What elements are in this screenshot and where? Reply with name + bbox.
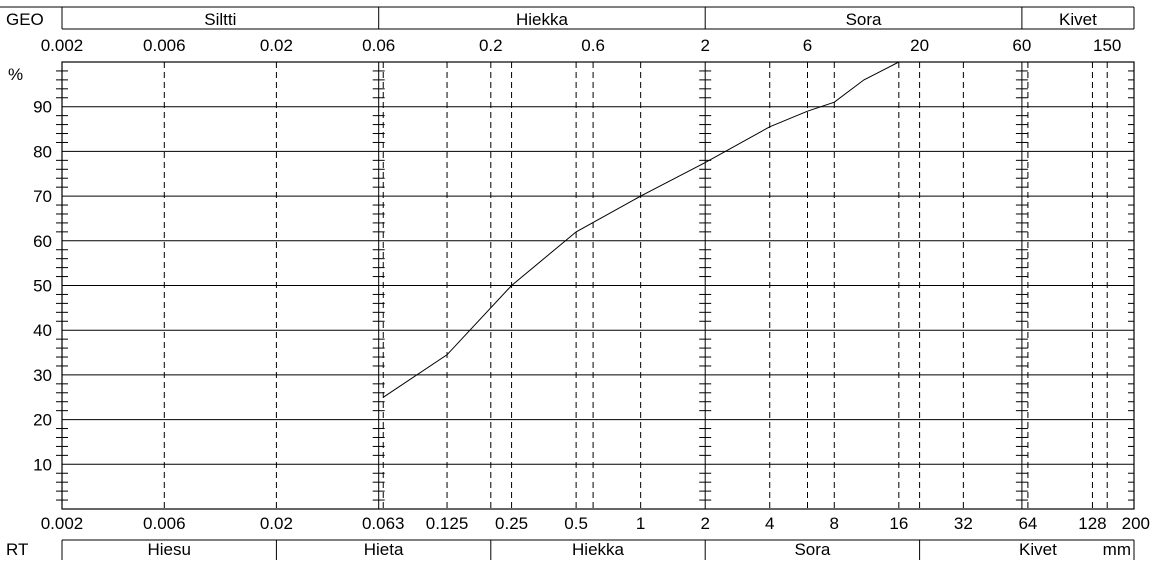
bottom-tick-label: 64 xyxy=(1018,514,1037,533)
y-axis-label: % xyxy=(8,65,23,84)
top-class-label: Hiekka xyxy=(516,10,569,29)
x-unit-label: mm xyxy=(1103,540,1131,559)
y-tick-label: 10 xyxy=(33,455,52,474)
bottom-tick-label: 8 xyxy=(830,514,839,533)
bottom-tick-label: 0.02 xyxy=(260,514,293,533)
bottom-tick-label: 0.002 xyxy=(41,514,84,533)
bottom-tick-label: 0.125 xyxy=(426,514,469,533)
y-tick-label: 60 xyxy=(33,232,52,251)
top-tick-label: 60 xyxy=(1012,36,1031,55)
top-tick-label: 20 xyxy=(910,36,929,55)
bottom-class-label: Sora xyxy=(794,540,830,559)
top-axis-label: GEO xyxy=(6,10,44,29)
top-class-label: Sora xyxy=(846,10,882,29)
bottom-tick-label: 4 xyxy=(765,514,774,533)
top-tick-label: 0.002 xyxy=(41,36,84,55)
top-class-label: Kivet xyxy=(1059,10,1097,29)
y-tick-label: 70 xyxy=(33,187,52,206)
top-tick-label: 150 xyxy=(1093,36,1121,55)
bottom-tick-label: 200 xyxy=(1122,514,1150,533)
bottom-tick-label: 0.063 xyxy=(362,514,405,533)
bottom-class-label: Hiekka xyxy=(572,540,625,559)
top-tick-label: 0.02 xyxy=(260,36,293,55)
bottom-tick-label: 2 xyxy=(700,514,709,533)
y-tick-label: 80 xyxy=(33,142,52,161)
y-tick-label: 20 xyxy=(33,411,52,430)
top-tick-label: 0.06 xyxy=(362,36,395,55)
bottom-tick-label: 1 xyxy=(636,514,645,533)
bottom-tick-label: 0.5 xyxy=(564,514,588,533)
bottom-tick-label: 32 xyxy=(954,514,973,533)
bottom-tick-label: 16 xyxy=(889,514,908,533)
bottom-tick-label: 0.25 xyxy=(495,514,528,533)
bottom-class-label: Kivet xyxy=(1019,540,1057,559)
bottom-tick-label: 0.006 xyxy=(143,514,186,533)
top-tick-label: 0.006 xyxy=(143,36,186,55)
bottom-class-label: Hieta xyxy=(364,540,404,559)
bottom-axis-label: RT xyxy=(6,540,28,559)
top-tick-label: 0.6 xyxy=(581,36,605,55)
top-tick-label: 6 xyxy=(803,36,812,55)
bottom-class-label: Hiesu xyxy=(147,540,190,559)
y-tick-label: 90 xyxy=(33,98,52,117)
top-class-label: Siltti xyxy=(204,10,236,29)
top-tick-label: 2 xyxy=(700,36,709,55)
y-tick-label: 30 xyxy=(33,366,52,385)
bottom-tick-label: 128 xyxy=(1078,514,1106,533)
top-tick-label: 0.2 xyxy=(479,36,503,55)
y-tick-label: 40 xyxy=(33,321,52,340)
y-tick-label: 50 xyxy=(33,277,52,296)
